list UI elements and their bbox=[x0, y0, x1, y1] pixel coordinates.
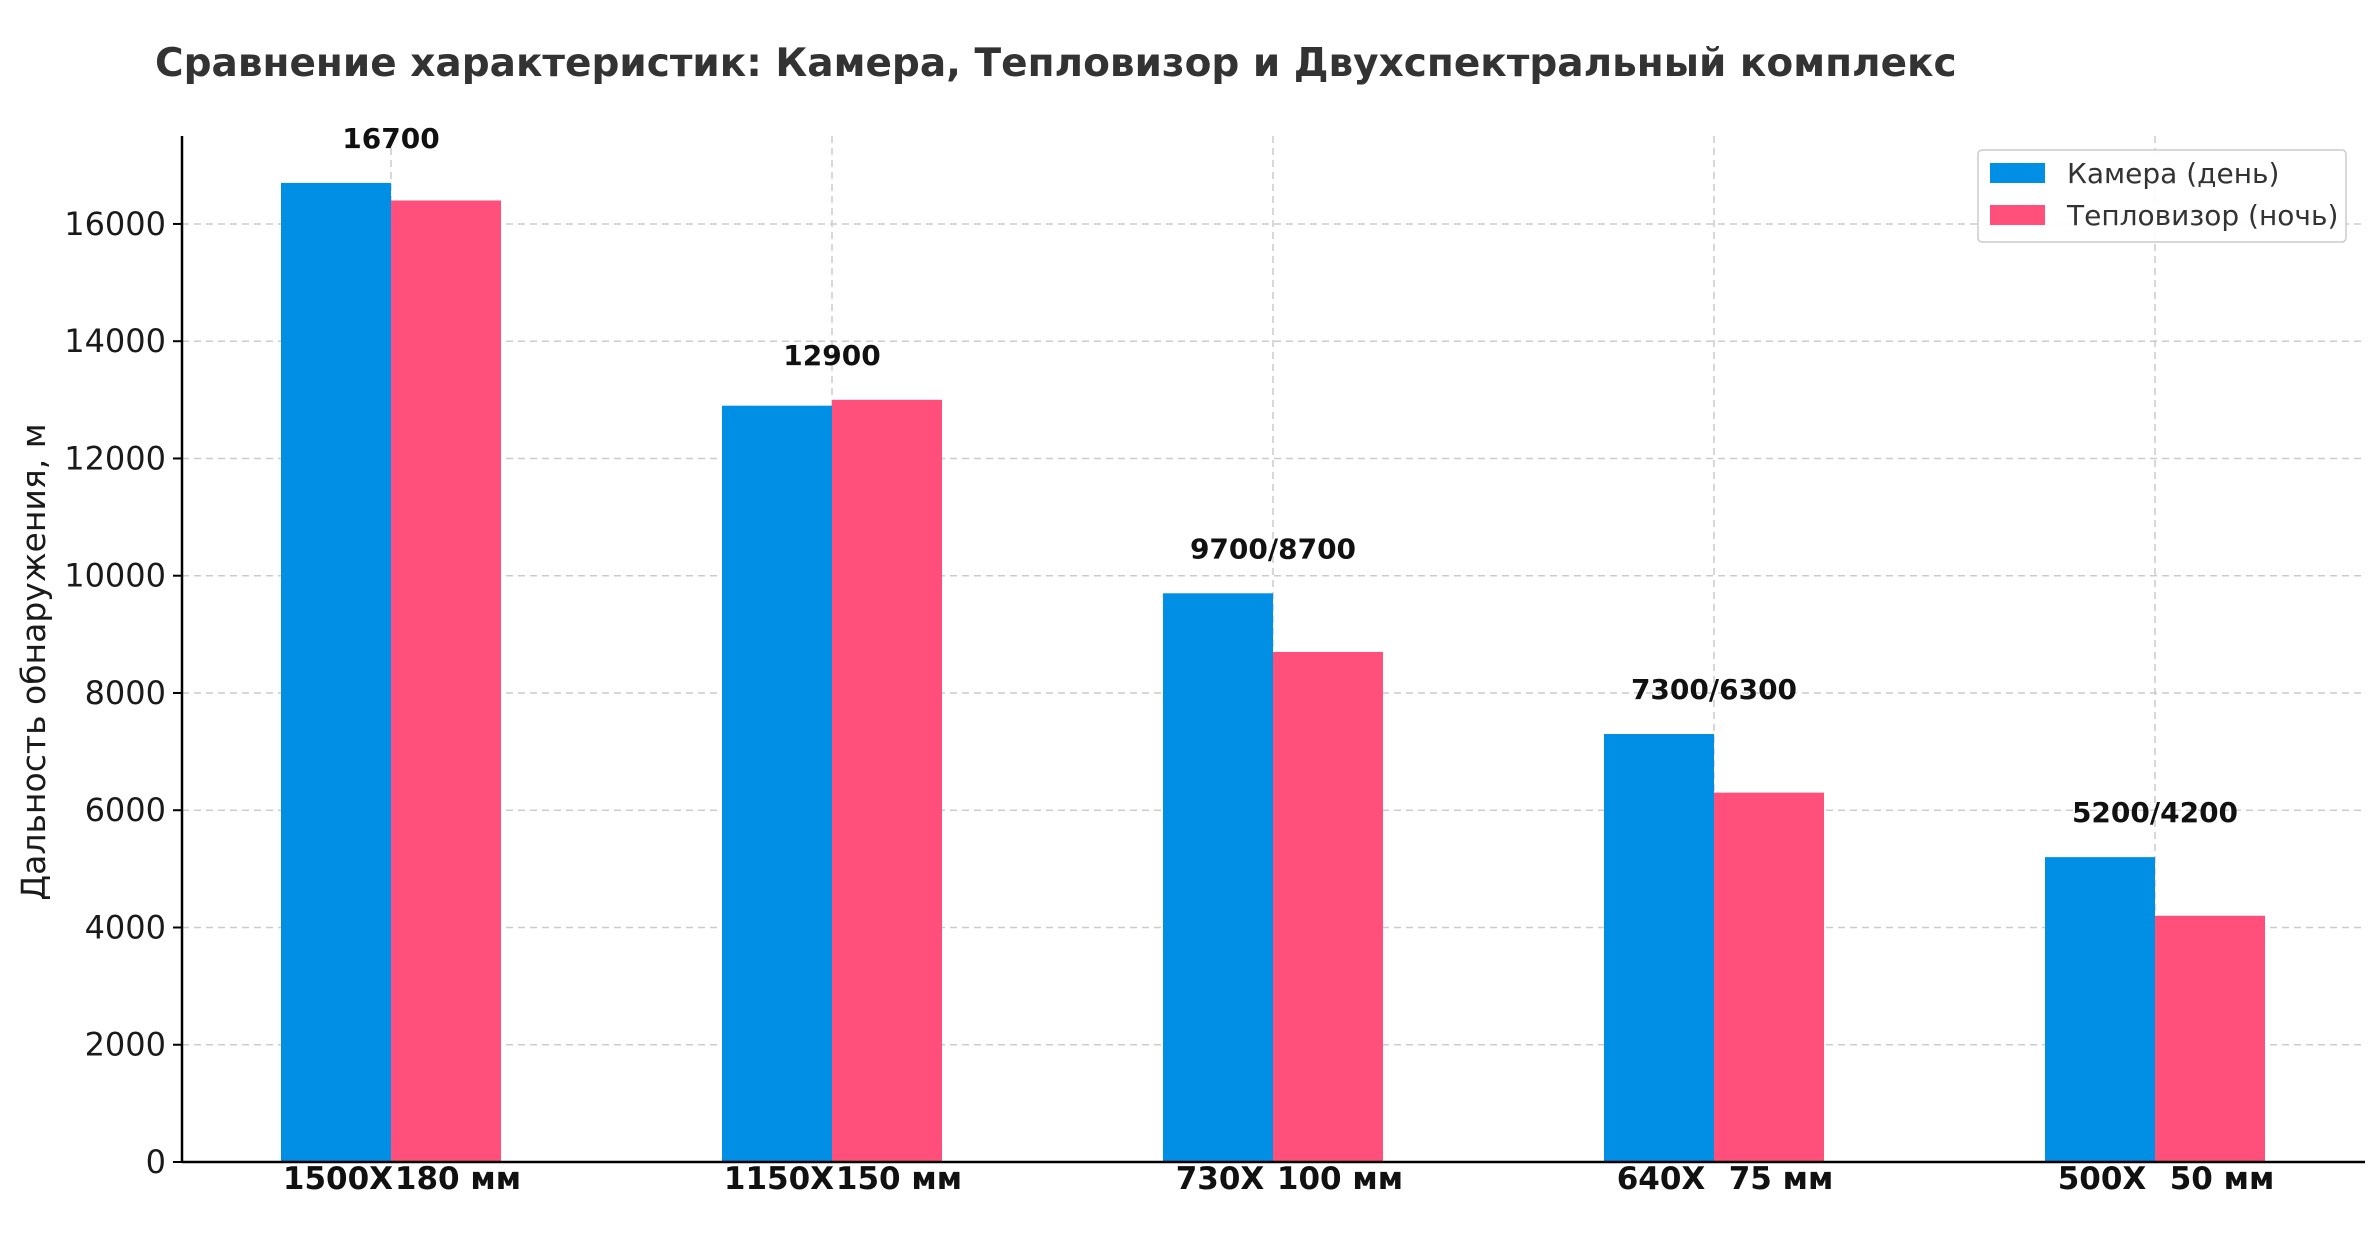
bar-camera bbox=[1604, 734, 1714, 1162]
y-tick-label: 10000 bbox=[64, 557, 166, 595]
legend-entry-label: Камера (день) bbox=[2067, 157, 2279, 190]
y-tick-label: 12000 bbox=[64, 439, 166, 477]
legend-box bbox=[1977, 149, 2347, 243]
legend-swatch bbox=[1990, 163, 2045, 183]
chart-title: Сравнение характеристик: Камера, Теплови… bbox=[155, 41, 1957, 86]
data-label: 16700 bbox=[342, 122, 439, 155]
y-tick-label: 6000 bbox=[85, 791, 166, 829]
data-label: 12900 bbox=[783, 339, 880, 372]
x-tick-label-camera: 730X bbox=[1176, 1161, 1265, 1197]
bar-camera bbox=[2045, 857, 2155, 1162]
bar-thermal bbox=[391, 200, 501, 1162]
bar-camera bbox=[281, 182, 391, 1163]
y-tick-label: 16000 bbox=[64, 205, 166, 243]
bar-thermal bbox=[1273, 651, 1383, 1162]
x-tick-label-thermal: 100 мм bbox=[1277, 1161, 1403, 1197]
data-label: 7300/6300 bbox=[1631, 673, 1797, 706]
x-tick-label-thermal: 50 мм bbox=[2170, 1161, 2275, 1197]
axes bbox=[173, 136, 2365, 1164]
legend-swatch bbox=[1990, 205, 2045, 225]
legend-entry-label: Тепловизор (ночь) bbox=[2066, 199, 2338, 232]
x-tick-label-thermal: 75 мм bbox=[1729, 1161, 1834, 1197]
y-tick-label: 14000 bbox=[64, 322, 166, 360]
x-tick-label-thermal: 180 мм bbox=[395, 1161, 521, 1197]
labels: 0 2000 4000 6000 8000 10000 12000 14000 16000 150… bbox=[64, 122, 2274, 1197]
bars bbox=[281, 182, 2265, 1163]
y-tick-label: 0 bbox=[146, 1143, 166, 1181]
x-tick-label-camera: 640X bbox=[1617, 1161, 1706, 1197]
bar-thermal bbox=[832, 399, 942, 1162]
x-tick-label-camera: 1500X bbox=[283, 1161, 393, 1197]
x-tick-label-camera: 1150X bbox=[724, 1161, 834, 1197]
legend: Камера (день) Тепловизор (ночь) bbox=[1977, 149, 2347, 243]
data-label: 9700/8700 bbox=[1190, 532, 1356, 565]
y-tick-label: 4000 bbox=[85, 908, 166, 946]
y-axis-label: Дальность обнаружения, м bbox=[14, 423, 53, 900]
x-tick-label-camera: 500X bbox=[2058, 1161, 2147, 1197]
bar-camera bbox=[722, 405, 832, 1163]
bar-camera bbox=[1163, 593, 1273, 1162]
data-label: 5200/4200 bbox=[2072, 796, 2238, 829]
y-tick-label: 2000 bbox=[85, 1026, 166, 1064]
x-tick-label-thermal: 150 мм bbox=[836, 1161, 962, 1197]
bar-thermal bbox=[2155, 915, 2265, 1162]
y-tick-label: 8000 bbox=[85, 674, 166, 712]
bar-thermal bbox=[1714, 792, 1824, 1162]
